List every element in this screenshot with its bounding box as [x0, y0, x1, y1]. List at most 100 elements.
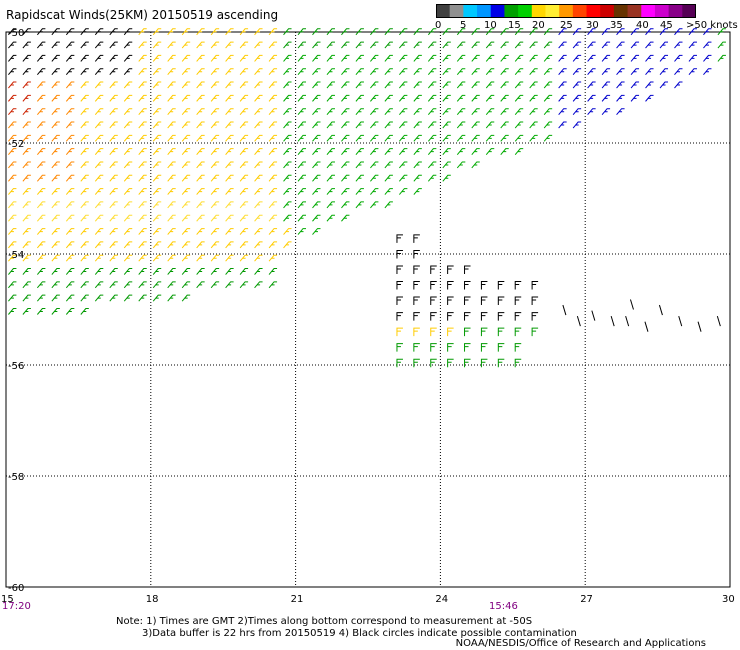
- wind-barb: [480, 343, 488, 352]
- wind-barb: [167, 148, 176, 155]
- wind-barb: [196, 121, 205, 129]
- wind-barb: [396, 327, 403, 337]
- wind-barb: [703, 41, 712, 49]
- wind-barb: [514, 28, 524, 36]
- x-tick-label: 15: [1, 594, 14, 605]
- wind-barb: [51, 214, 60, 222]
- wind-barb: [239, 241, 249, 249]
- wind-barb: [616, 108, 625, 116]
- wind-barb: [283, 94, 292, 102]
- wind-barb: [355, 41, 364, 49]
- wind-barb: [456, 148, 466, 155]
- wind-barb: [297, 108, 307, 116]
- wind-barb: [51, 81, 60, 89]
- wind-barb: [239, 68, 249, 76]
- wind-barb: [456, 108, 466, 116]
- wind-barb: [181, 228, 191, 235]
- wind-barb: [558, 28, 567, 36]
- wind-barb: [196, 94, 205, 102]
- wind-barb: [225, 228, 234, 235]
- wind-barb: [558, 41, 567, 49]
- wind-barb: [80, 228, 89, 235]
- wind-barb: [312, 148, 321, 155]
- wind-barb: [80, 28, 89, 36]
- wind-barb: [268, 148, 278, 155]
- wind-barb: [36, 281, 46, 289]
- wind-barb: [94, 41, 104, 49]
- credit: NOAA/NESDIS/Office of Research and Appli…: [455, 638, 706, 649]
- wind-barb: [225, 174, 234, 182]
- wind-barb: [196, 161, 205, 169]
- wind-barb: [51, 254, 60, 262]
- wind-barb: [167, 241, 176, 249]
- wind-barb: [413, 134, 422, 142]
- wind-barb: [587, 54, 596, 62]
- wind-barb: [65, 268, 75, 275]
- wind-barb: [630, 68, 640, 76]
- wind-barb: [94, 294, 104, 302]
- wind-barb: [80, 161, 89, 169]
- wind-barb: [254, 268, 263, 275]
- wind-barb: [456, 134, 466, 142]
- wind-barb: [514, 281, 522, 290]
- wind-barb: [138, 214, 147, 222]
- wind-barb: [109, 94, 118, 102]
- wind-barb: [239, 148, 249, 155]
- wind-barb: [500, 94, 509, 102]
- wind-barb: [384, 134, 393, 142]
- wind-barb: [514, 312, 522, 321]
- x-tick-label: 21: [291, 594, 304, 605]
- wind-barb: [514, 94, 524, 102]
- wind-barb: [123, 294, 133, 302]
- wind-barb: [341, 68, 350, 76]
- wind-barb: [591, 310, 596, 321]
- wind-barb: [22, 281, 31, 289]
- wind-barb: [427, 68, 437, 76]
- wind-barb: [398, 161, 408, 169]
- wind-barb: [384, 121, 393, 129]
- wind-barb: [254, 281, 263, 289]
- wind-barb: [80, 254, 89, 262]
- wind-barb: [601, 81, 611, 89]
- wind-barb: [558, 94, 567, 102]
- wind-barb: [442, 134, 451, 142]
- wind-barb: [181, 214, 191, 222]
- wind-barb: [239, 28, 249, 36]
- wind-barb: [514, 134, 524, 142]
- wind-barb: [51, 307, 60, 315]
- wind-barb: [572, 81, 582, 89]
- wind-barb: [36, 121, 46, 129]
- wind-barb: [341, 148, 350, 155]
- wind-barb: [167, 294, 176, 302]
- wind-barb: [152, 228, 162, 235]
- wind-barb: [51, 134, 60, 142]
- wind-barb: [601, 54, 611, 62]
- wind-barb: [398, 108, 408, 116]
- wind-barb: [138, 268, 147, 275]
- wind-barb: [254, 94, 263, 102]
- wind-barb: [268, 188, 278, 195]
- wind-barb: [94, 174, 104, 182]
- wind-barb: [210, 68, 220, 76]
- wind-barb: [456, 41, 466, 49]
- wind-barb: [312, 81, 321, 89]
- wind-barb: [370, 134, 379, 142]
- wind-barb: [167, 268, 176, 275]
- wind-barb: [587, 81, 596, 89]
- wind-barb: [51, 241, 60, 249]
- wind-barb: [297, 148, 307, 155]
- wind-barb: [22, 214, 31, 222]
- wind-barb: [326, 108, 335, 116]
- wind-barb: [109, 201, 118, 209]
- scale-label-20: 20: [532, 20, 545, 31]
- wind-barb: [413, 188, 422, 195]
- wind-barb: [51, 28, 60, 36]
- wind-barb: [471, 161, 480, 169]
- wind-barb: [268, 281, 278, 289]
- wind-barb: [181, 148, 191, 155]
- wind-barb: [514, 121, 524, 129]
- wind-barb: [254, 214, 263, 222]
- wind-barb: [239, 94, 249, 102]
- wind-barb: [355, 68, 364, 76]
- wind-barb: [629, 299, 634, 310]
